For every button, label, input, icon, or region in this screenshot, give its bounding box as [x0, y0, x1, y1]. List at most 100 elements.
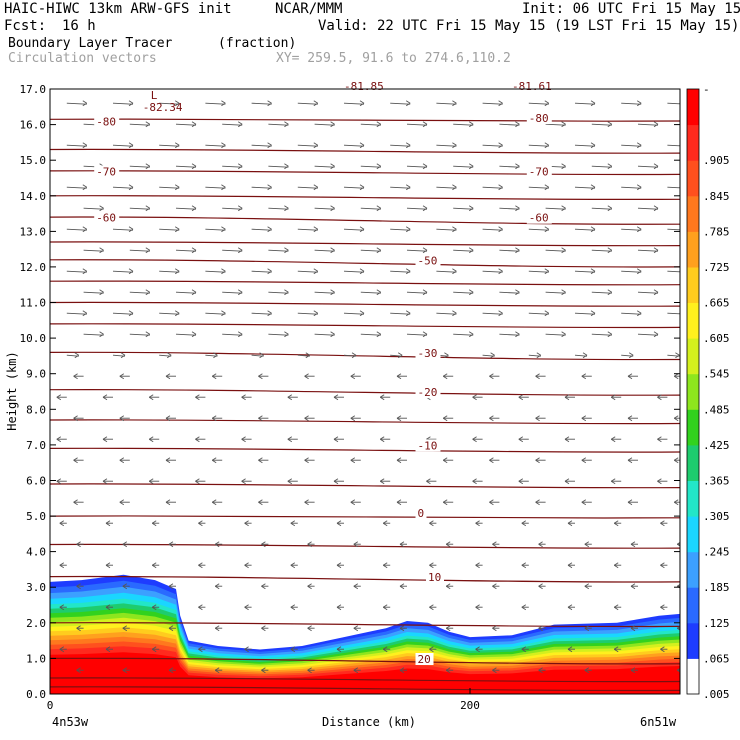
vector-head-294 — [76, 541, 81, 548]
vector-head-282 — [151, 520, 157, 527]
vector-head-53 — [607, 163, 613, 170]
vector-head-105 — [422, 247, 428, 254]
vector-4 — [251, 102, 272, 105]
vector-head-216 — [350, 415, 356, 422]
colorbar-swatch-4 — [687, 516, 699, 553]
vector-head-85 — [128, 226, 134, 233]
vector-110 — [637, 249, 659, 252]
vector-head-312 — [244, 562, 249, 569]
contour-label-1-0: -70 — [96, 165, 116, 178]
vector-head-180 — [628, 352, 634, 359]
circulation-vectors — [56, 100, 704, 674]
vector-93 — [482, 228, 503, 231]
vector-head-80 — [561, 205, 566, 212]
vector-head-271 — [304, 499, 309, 506]
vector-25 — [591, 123, 612, 126]
vector-head-306 — [630, 541, 636, 548]
vector-head-60 — [267, 184, 272, 191]
vector-head-296 — [168, 541, 174, 548]
vector-head-171 — [213, 352, 218, 359]
vector-head-79 — [515, 205, 520, 212]
vector-head-345 — [475, 604, 480, 611]
vector-head-358 — [445, 625, 451, 632]
vector-106 — [453, 249, 474, 252]
vector-head-50 — [468, 163, 474, 170]
vector-99 — [129, 249, 150, 252]
vector-0 — [66, 102, 87, 105]
vector-head-366 — [151, 646, 157, 653]
vector-head-367 — [198, 646, 203, 653]
vector-head-229 — [287, 436, 293, 443]
vector-128 — [175, 291, 197, 294]
vector-head-102 — [284, 247, 289, 254]
vector-head-44 — [191, 163, 197, 170]
vector-head-390 — [630, 667, 636, 674]
vector-head-160 — [376, 331, 382, 338]
vector-154 — [83, 333, 104, 336]
vector-head-27 — [700, 122, 704, 127]
vector-head-346 — [521, 604, 527, 611]
contour-label-8-0: 10 — [428, 571, 441, 584]
vector-head-31 — [221, 142, 226, 149]
contour-line-6 — [50, 447, 680, 453]
vector-field-name: Circulation vectors — [8, 51, 157, 66]
vector-head-148 — [452, 310, 457, 317]
min-value-label: -82.34 — [143, 101, 183, 114]
vector-head-28 — [82, 142, 88, 149]
vector-9 — [482, 102, 503, 105]
vector-head-191 — [489, 373, 494, 380]
vector-head-198 — [148, 394, 154, 401]
vector-107 — [499, 249, 520, 252]
vector-head-142 — [174, 310, 180, 317]
contour-label-bg-4-0 — [415, 346, 441, 359]
vector-head-298 — [261, 541, 266, 548]
vector-head-379 — [122, 667, 128, 674]
contour-label-bg-0-1 — [526, 112, 552, 124]
y-tick-label-0: 0.0 — [26, 688, 46, 701]
vector-13 — [667, 102, 680, 105]
vector-head-368 — [244, 646, 249, 653]
colorbar-swatch-7 — [687, 409, 699, 446]
vector-head-182 — [73, 373, 78, 380]
contour-label-4-0: -30 — [418, 347, 438, 360]
vector-118 — [343, 270, 365, 273]
vector-61 — [297, 186, 318, 189]
vector-119 — [390, 270, 411, 273]
plot-frame — [49, 88, 681, 695]
vector-head-242 — [258, 457, 263, 464]
contour-line-10 — [50, 148, 680, 154]
vector-head-63 — [405, 184, 411, 191]
vector-head-20 — [376, 121, 382, 128]
contour-line-19 — [50, 622, 680, 628]
vector-60 — [251, 186, 272, 189]
vector-head-22 — [468, 121, 474, 128]
vector-head-172 — [259, 352, 264, 359]
vector-head-220 — [535, 415, 540, 422]
vector-16 — [175, 123, 197, 126]
vector-head-311 — [198, 562, 203, 569]
vector-90 — [343, 228, 365, 231]
vector-head-313 — [290, 562, 296, 569]
vector-51 — [499, 165, 520, 168]
contour-line-9 — [50, 657, 680, 665]
vector-head-124 — [636, 268, 642, 275]
colorbar-swatch-10 — [687, 302, 699, 339]
vector-head-108 — [561, 247, 566, 254]
vector-head-24 — [561, 121, 566, 128]
vector-head-310 — [151, 562, 157, 569]
vector-45 — [222, 165, 243, 168]
vector-head-295 — [122, 541, 128, 548]
vector-head-385 — [399, 667, 405, 674]
vector-161 — [406, 333, 428, 336]
vector-132 — [360, 291, 381, 294]
vector-head-193 — [581, 373, 587, 380]
vector-head-280 — [59, 520, 65, 527]
vector-133 — [406, 291, 428, 294]
vector-head-2 — [174, 100, 180, 107]
vector-head-122 — [544, 268, 550, 275]
vector-head-317 — [475, 562, 480, 569]
vector-head-128 — [191, 289, 197, 296]
vector-head-126 — [99, 289, 104, 296]
vector-head-285 — [290, 520, 296, 527]
vector-44 — [175, 165, 197, 168]
